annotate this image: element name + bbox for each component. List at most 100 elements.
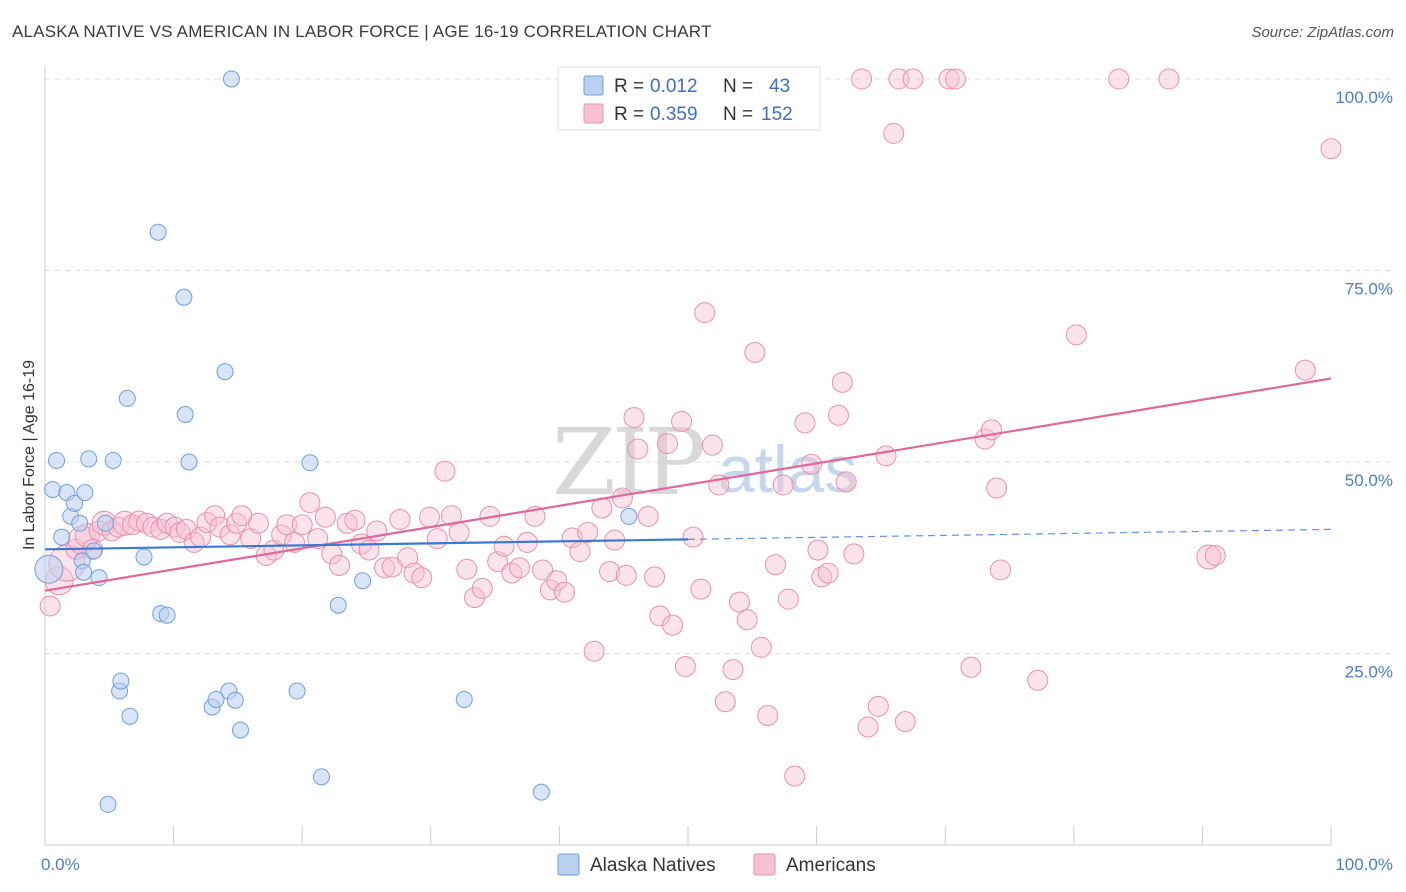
legend-swatch-americans xyxy=(583,103,604,124)
alaska-natives-point-37 xyxy=(312,768,330,786)
americans-point-130 xyxy=(1027,669,1049,691)
alaska-natives-point-32 xyxy=(222,70,240,88)
americans-point-111 xyxy=(827,404,849,426)
americans-point-102 xyxy=(764,554,786,576)
americans-point-95 xyxy=(714,691,736,713)
americans-point-96 xyxy=(722,659,744,681)
alaska-natives-point-27 xyxy=(180,453,198,471)
legend-n-value-2: 152 xyxy=(761,104,793,125)
alaska-natives-trend-line xyxy=(44,538,689,551)
americans-point-73 xyxy=(569,541,591,563)
americans-point-77 xyxy=(599,561,621,583)
americans-point-109 xyxy=(811,566,833,588)
alaska-natives-point-2 xyxy=(48,451,66,469)
americans-point-98 xyxy=(736,609,758,631)
y-tick-label-1: 50.0% xyxy=(1345,471,1393,490)
americans-point-91 xyxy=(690,578,712,600)
americans-point-93 xyxy=(701,434,723,456)
americans-point-81 xyxy=(623,407,645,429)
alaska-natives-point-6 xyxy=(66,494,84,512)
americans-point-116 xyxy=(857,716,879,738)
bottom-legend-swatch-americans xyxy=(753,853,776,876)
legend-n-value-1: 43 xyxy=(769,76,790,97)
alaska-natives-point-16 xyxy=(104,451,122,469)
y-tick-label-2: 75.0% xyxy=(1345,280,1393,299)
americans-point-100 xyxy=(750,636,772,658)
americans-point-136 xyxy=(1294,359,1316,381)
americans-point-88 xyxy=(671,410,693,432)
americans-point-41 xyxy=(328,554,350,576)
americans-point-110 xyxy=(817,562,839,584)
americans-point-79 xyxy=(611,487,633,509)
alaska-natives-point-12 xyxy=(85,542,103,560)
americans-point-92 xyxy=(694,302,716,324)
bottom-legend: Alaska Natives Americans xyxy=(557,853,876,876)
alaska-natives-point-19 xyxy=(118,389,136,407)
americans-point-97 xyxy=(728,591,750,613)
bottom-legend-swatch-alaska-natives xyxy=(557,853,580,876)
alaska-natives-point-29 xyxy=(207,690,225,708)
alaska-natives-point-36 xyxy=(301,454,319,472)
americans-point-48 xyxy=(381,556,403,578)
americans-point-39 xyxy=(314,506,336,528)
americans-point-53 xyxy=(419,506,441,528)
americans-point-82 xyxy=(627,438,649,460)
americans-point-119 xyxy=(883,122,905,144)
americans-point-135 xyxy=(1204,544,1226,566)
americans-point-87 xyxy=(662,614,684,636)
americans-point-71 xyxy=(554,581,576,603)
alaska-natives-point-41 xyxy=(532,783,550,801)
legend-n-label-1: N = xyxy=(723,76,753,97)
americans-point-131 xyxy=(1065,324,1087,346)
bottom-legend-alaska-natives: Alaska Natives xyxy=(590,855,716,876)
y-tick-label-0: 25.0% xyxy=(1345,663,1393,682)
alaska-natives-point-11 xyxy=(80,450,98,468)
americans-point-128 xyxy=(986,477,1008,499)
americans-point-25 xyxy=(209,516,231,538)
americans-point-106 xyxy=(794,412,816,434)
chart-title: ALASKA NATIVE VS AMERICAN IN LABOR FORCE… xyxy=(12,22,712,41)
americans-point-38 xyxy=(307,528,329,550)
americans-point-133 xyxy=(1158,68,1180,90)
americans-point-35 xyxy=(283,531,305,553)
americans-point-121 xyxy=(894,711,916,733)
americans-point-65 xyxy=(509,557,531,579)
americans-point-59 xyxy=(464,587,486,609)
legend-swatch-alaska-natives xyxy=(583,75,604,96)
alaska-natives-point-30 xyxy=(216,363,234,381)
x-tick-label-1: 100.0% xyxy=(1335,855,1393,874)
americans-point-132 xyxy=(1108,68,1130,90)
americans-point-43 xyxy=(344,509,366,531)
americans-point-89 xyxy=(674,656,696,678)
americans-point-112 xyxy=(831,371,853,393)
americans-point-134 xyxy=(1196,544,1222,570)
americans-point-24 xyxy=(204,505,226,527)
americans-point-123 xyxy=(938,68,960,90)
alaska-natives-point-20 xyxy=(121,707,139,725)
y-axis-title: In Labor Force | Age 16-19 xyxy=(21,360,38,550)
americans-point-13 xyxy=(128,510,150,532)
alaska-natives-point-15 xyxy=(99,795,117,813)
americans-point-127 xyxy=(980,419,1002,441)
americans-point-101 xyxy=(757,705,779,727)
americans-point-14 xyxy=(136,512,158,534)
americans-trend-line xyxy=(44,377,1332,592)
alaska-natives-points xyxy=(34,70,638,813)
alaska-natives-point-21 xyxy=(135,548,153,566)
americans-point-125 xyxy=(960,656,982,678)
americans-point-90 xyxy=(682,526,704,548)
americans-point-47 xyxy=(374,557,396,579)
americans-point-64 xyxy=(501,562,523,584)
americans-point-36 xyxy=(291,514,313,536)
americans-point-52 xyxy=(411,567,433,589)
americans-point-26 xyxy=(219,524,241,546)
americans-point-49 xyxy=(389,508,411,530)
y-tick-label-3: 100.0% xyxy=(1335,88,1393,107)
y-tick-labels: 25.0% 50.0% 75.0% 100.0% xyxy=(1335,88,1393,682)
alaska-natives-point-35 xyxy=(288,682,306,700)
americans-point-103 xyxy=(772,474,794,496)
alaska-natives-point-25 xyxy=(175,288,193,306)
alaska-natives-point-18 xyxy=(112,672,130,690)
americans-point-117 xyxy=(867,695,889,717)
americans-point-29 xyxy=(240,528,262,550)
